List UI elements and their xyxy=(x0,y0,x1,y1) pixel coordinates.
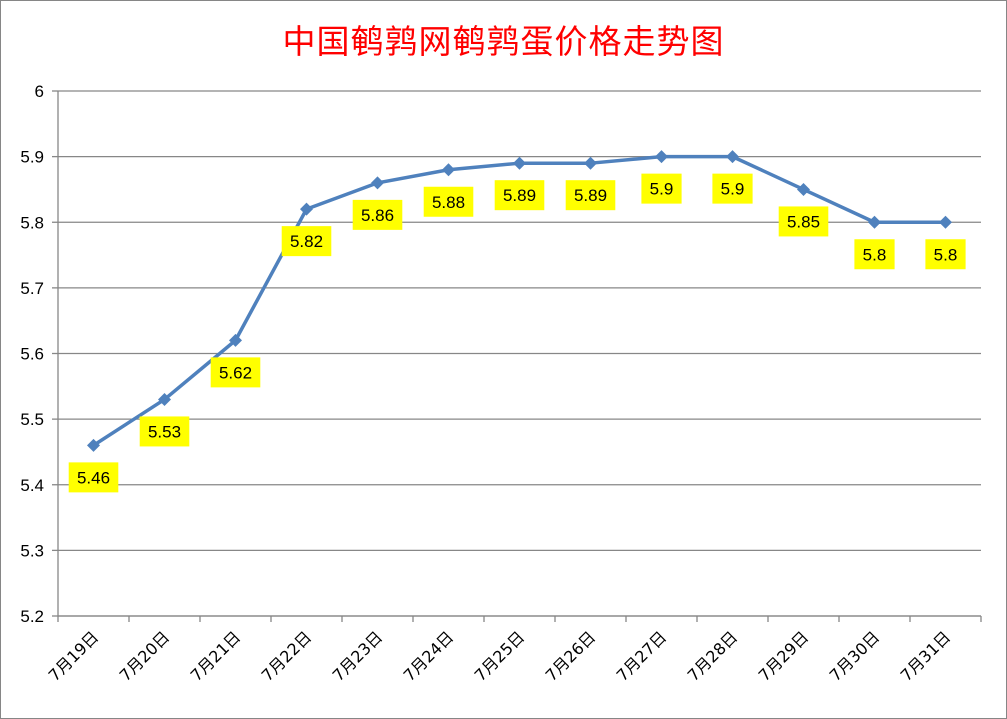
y-tick-label: 5.3 xyxy=(20,541,44,560)
data-label: 5.53 xyxy=(148,422,181,441)
data-point-marker xyxy=(158,392,171,406)
data-label-box xyxy=(854,239,895,270)
data-label-box xyxy=(641,173,682,204)
x-category-label: 7月31日 xyxy=(897,627,955,685)
y-tick-label: 5.8 xyxy=(20,213,44,232)
x-category-label: 7月27日 xyxy=(613,627,671,685)
x-category-label: 7月21日 xyxy=(187,627,245,685)
data-label: 5.62 xyxy=(219,363,252,382)
data-label: 5.89 xyxy=(503,186,536,205)
data-label-box xyxy=(778,206,829,237)
y-tick-label: 5.7 xyxy=(20,279,44,298)
data-point-marker xyxy=(726,150,739,164)
x-category-label: 7月19日 xyxy=(45,627,103,685)
x-category-label: 7月22日 xyxy=(258,627,316,685)
data-point-marker xyxy=(655,150,668,164)
data-point-marker xyxy=(87,438,100,452)
x-category-label: 7月20日 xyxy=(116,627,174,685)
data-label: 5.8 xyxy=(863,245,887,264)
data-label: 5.85 xyxy=(787,212,820,231)
y-tick-label: 5.4 xyxy=(20,476,44,495)
y-tick-label: 5.6 xyxy=(20,345,44,364)
data-point-marker xyxy=(229,333,242,347)
data-label-box xyxy=(210,357,261,388)
y-tick-label: 5.2 xyxy=(20,607,44,626)
data-label: 5.8 xyxy=(934,245,958,264)
data-label: 5.89 xyxy=(574,186,607,205)
x-category-label: 7月23日 xyxy=(329,627,387,685)
data-label: 5.46 xyxy=(77,468,110,487)
data-label: 5.9 xyxy=(721,180,745,199)
data-label-box xyxy=(925,239,966,270)
x-category-label: 7月28日 xyxy=(684,627,742,685)
data-label: 5.88 xyxy=(432,193,465,212)
x-category-label: 7月26日 xyxy=(542,627,600,685)
y-tick-label: 6 xyxy=(35,82,44,101)
y-tick-label: 5.5 xyxy=(20,410,44,429)
data-label-box xyxy=(68,462,119,493)
x-category-label: 7月25日 xyxy=(471,627,529,685)
data-label: 5.9 xyxy=(650,180,674,199)
y-tick-label: 5.9 xyxy=(20,148,44,167)
chart-title: 中国鹌鹑网鹌鹑蛋价格走势图 xyxy=(282,22,725,61)
data-label-box xyxy=(281,226,332,257)
x-category-label: 7月30日 xyxy=(826,627,884,685)
data-label-box xyxy=(423,186,474,217)
data-label: 5.82 xyxy=(290,232,323,251)
data-point-marker xyxy=(939,215,952,229)
data-label-box xyxy=(712,173,753,204)
data-label: 5.86 xyxy=(361,206,394,225)
data-label-box xyxy=(494,180,545,211)
data-label-box xyxy=(139,416,190,447)
x-category-label: 7月29日 xyxy=(755,627,813,685)
data-point-marker xyxy=(797,182,810,196)
data-point-marker xyxy=(868,215,881,229)
data-point-marker xyxy=(442,163,455,177)
data-point-marker xyxy=(371,176,384,190)
data-label-box xyxy=(565,180,616,211)
data-point-marker xyxy=(300,202,313,216)
data-label-box xyxy=(352,199,403,230)
x-category-label: 7月24日 xyxy=(400,627,458,685)
data-point-marker xyxy=(513,156,526,170)
data-point-marker xyxy=(584,156,597,170)
